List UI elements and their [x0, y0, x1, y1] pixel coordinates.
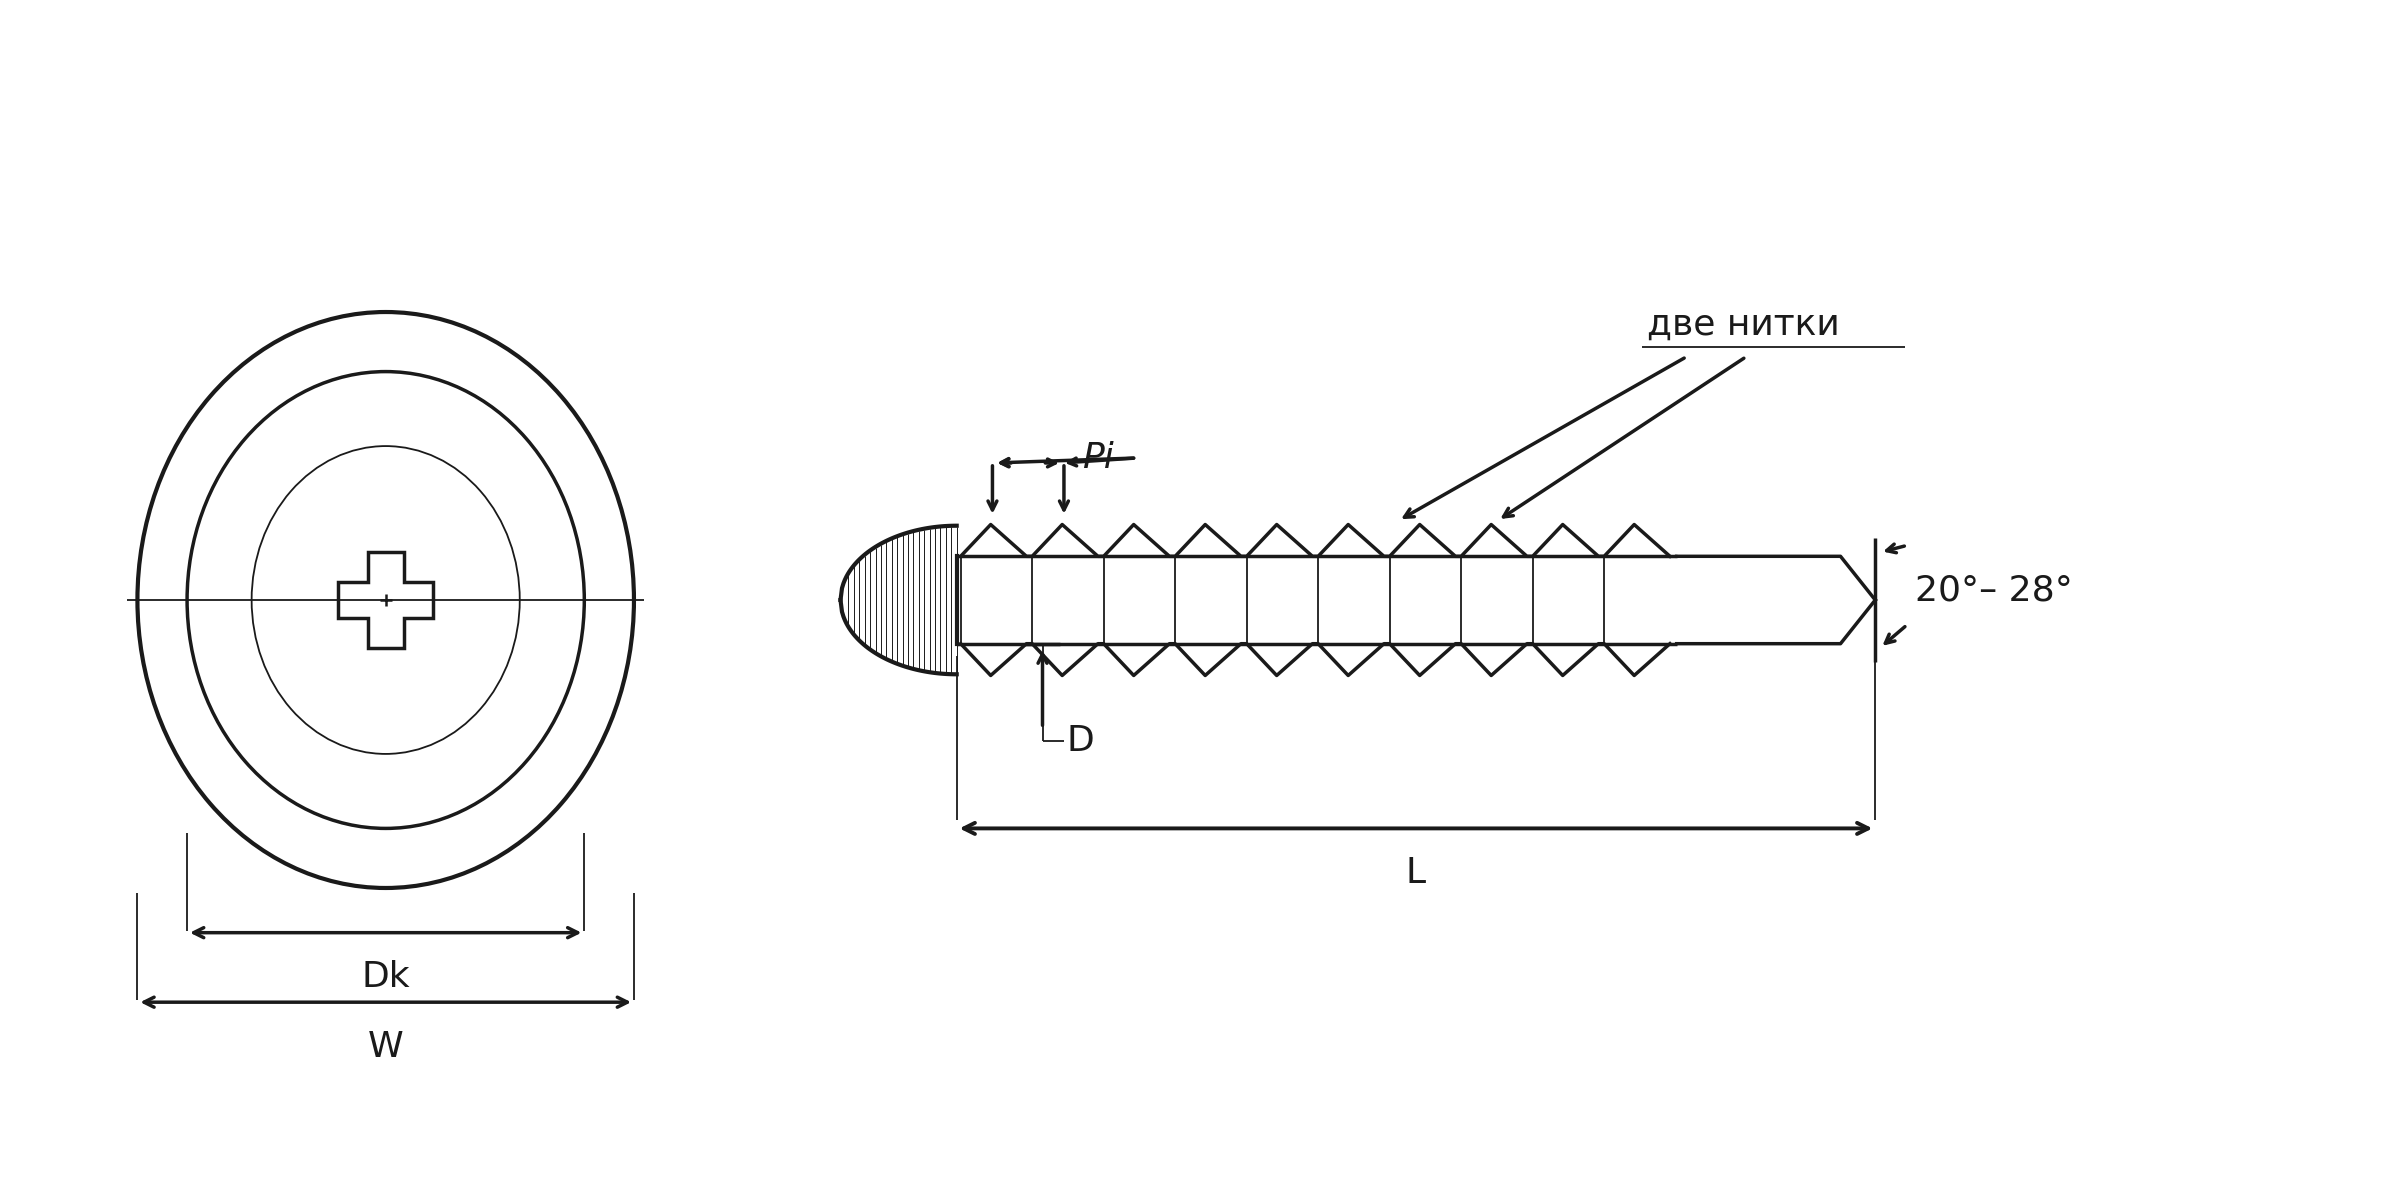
Text: W: W: [367, 1030, 403, 1064]
Text: Dk: Dk: [362, 960, 410, 995]
Text: две нитки: две нитки: [1646, 308, 1841, 342]
Text: 20°– 28°: 20°– 28°: [1915, 574, 2074, 607]
Text: Pi: Pi: [1082, 440, 1114, 475]
Text: L: L: [1406, 857, 1426, 890]
Text: D: D: [1066, 724, 1094, 758]
